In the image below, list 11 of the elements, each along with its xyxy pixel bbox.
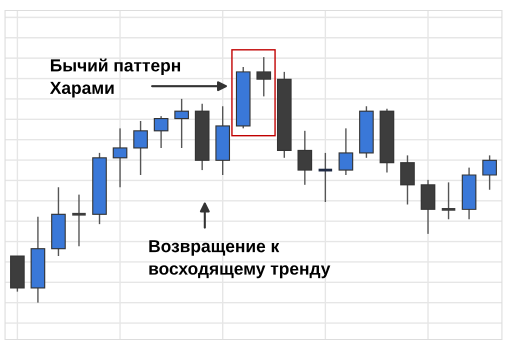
annotation: Бычий паттерн Харами — [50, 58, 180, 98]
candlestick — [338, 128, 354, 176]
candlestick — [298, 130, 312, 186]
candlestick — [154, 115, 168, 149]
candlestick — [174, 98, 189, 149]
candlestick — [256, 56, 272, 98]
candlestick — [482, 154, 497, 190]
annotation: Возвращение к восходящему тренду — [149, 240, 330, 278]
candlestick — [112, 128, 128, 188]
candlestick — [400, 154, 415, 206]
candlestick — [133, 120, 148, 176]
